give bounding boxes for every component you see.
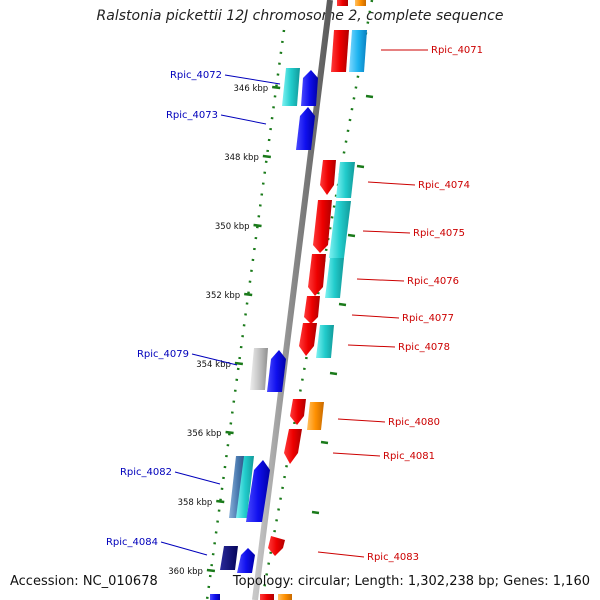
gene-label-rpic-4082[interactable]: Rpic_4082 [120, 467, 172, 478]
kbp-tick-label: 360 kbp [168, 567, 203, 577]
gene-label-leader [224, 74, 281, 85]
gene-label-rpic-4073[interactable]: Rpic_4073 [166, 110, 218, 121]
gene-rpic-4081-feature[interactable] [284, 429, 302, 464]
kbp-tick-label: 346 kbp [234, 84, 269, 94]
gene-bottom-feature [260, 594, 292, 600]
gene-label-rpic-4079[interactable]: Rpic_4079 [137, 349, 189, 360]
gene-rpic-4074-feature[interactable] [320, 160, 355, 198]
kbp-tick-label: 350 kbp [215, 222, 250, 232]
kbp-tick-label: 354 kbp [196, 360, 231, 370]
gene-rpic-4079-feature[interactable] [250, 348, 286, 392]
gene-label-leader [332, 452, 381, 457]
gene-rpic-4075-feature[interactable] [313, 200, 351, 258]
genome-backbone [252, 0, 333, 600]
gene-rpic-4083-feature[interactable] [268, 536, 285, 556]
gene-label-rpic-4081[interactable]: Rpic_4081 [383, 451, 435, 462]
gene-label-rpic-4083[interactable]: Rpic_4083 [367, 552, 419, 563]
kbp-tick-mark [225, 430, 234, 435]
kbp-tick-mark [253, 223, 262, 228]
gene-rpic-4073-feature[interactable] [296, 107, 315, 150]
gene-bottom-left-feature [210, 594, 220, 600]
gene-label-rpic-4076[interactable]: Rpic_4076 [407, 276, 459, 287]
kbp-tick-mark [262, 154, 271, 159]
gene-label-leader [191, 353, 238, 366]
gene-label-rpic-4071[interactable]: Rpic_4071 [431, 45, 483, 56]
gene-label-leader [220, 114, 267, 125]
gene-label-leader [174, 471, 221, 485]
gene-label-rpic-4078[interactable]: Rpic_4078 [398, 342, 450, 353]
kbp-tick-label: 358 kbp [178, 498, 213, 508]
accession-label: Accession: NC_010678 [10, 574, 158, 589]
topology-summary: Topology: circular; Length: 1,302,238 bp… [232, 574, 590, 589]
gene-label-leader [347, 344, 396, 348]
gene-label-group: Rpic_4071 Rpic_4072 Rpic_4073 Rpic_4074 Rpic… [106, 45, 483, 563]
gene-label-rpic-4075[interactable]: Rpic_4075 [413, 228, 465, 239]
map-title: Ralstonia pickettii 12J chromosome 2, co… [96, 8, 504, 24]
gene-label-rpic-4080[interactable]: Rpic_4080 [388, 417, 440, 428]
kbp-tick-label: 356 kbp [187, 429, 222, 439]
gene-rpic-4077-feature[interactable] [304, 296, 320, 324]
kbp-tick-group: 346 kbp 348 kbp 350 kbp 352 kbp 354 kbp 356 k… [168, 84, 281, 577]
gene-label-leader [367, 181, 416, 186]
kbp-tick-mark [206, 568, 216, 573]
gene-rpic-4080-feature[interactable] [290, 399, 324, 430]
gene-rpic-4084-feature[interactable] [220, 546, 255, 573]
tick-ring-inner [205, 29, 286, 600]
gene-label-rpic-4072[interactable]: Rpic_4072 [170, 70, 222, 81]
gene-label-rpic-4077[interactable]: Rpic_4077 [402, 313, 454, 324]
kbp-tick-mark [216, 499, 225, 504]
gene-rpic-4071-feature[interactable] [331, 0, 367, 72]
gene-label-leader [337, 418, 386, 423]
outer-major-ticks [311, 94, 374, 515]
gene-rpic-4072-feature[interactable] [282, 68, 318, 106]
gene-label-leader [351, 314, 400, 319]
gene-label-rpic-4074[interactable]: Rpic_4074 [418, 180, 470, 191]
kbp-tick-mark [234, 361, 244, 366]
kbp-tick-label: 352 kbp [206, 291, 241, 301]
gene-rpic-4082-feature[interactable] [229, 456, 270, 522]
gene-label-leader [160, 541, 208, 556]
gene-label-leader [356, 278, 405, 282]
kbp-tick-label: 348 kbp [224, 153, 259, 163]
kbp-tick-mark [244, 292, 253, 297]
gene-rpic-4078-feature[interactable] [299, 323, 334, 358]
kbp-tick-mark [272, 85, 281, 90]
gene-label-leader [362, 230, 411, 234]
gene-label-rpic-4084[interactable]: Rpic_4084 [106, 537, 158, 548]
gene-rpic-4076-feature[interactable] [308, 254, 344, 298]
gene-label-leader [317, 551, 365, 558]
